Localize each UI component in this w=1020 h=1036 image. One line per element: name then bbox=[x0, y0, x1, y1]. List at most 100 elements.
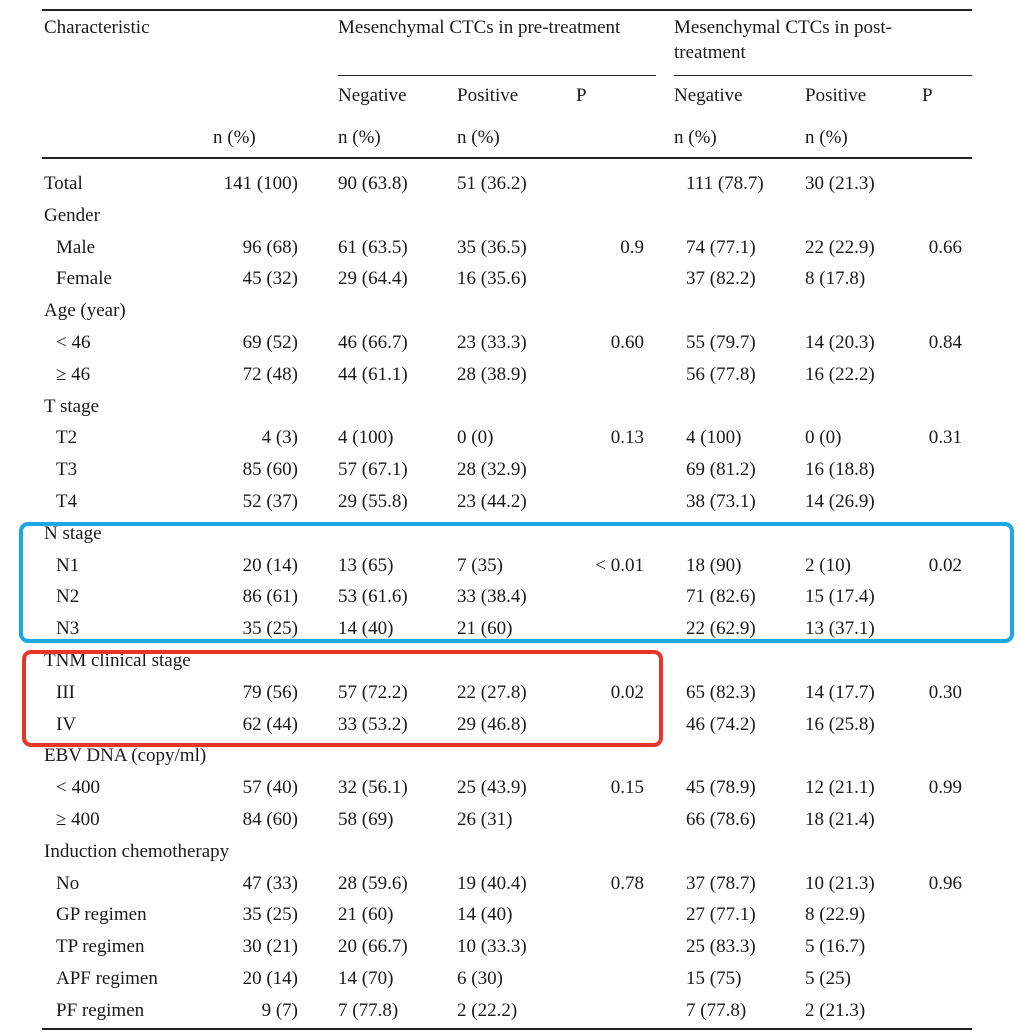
cell-n: 96 (68) bbox=[242, 237, 298, 258]
cell-post-negative: 56 (77.8) bbox=[686, 364, 756, 385]
cell-pre-negative: 57 (72.2) bbox=[338, 682, 408, 703]
row-label: EBV DNA (copy/ml) bbox=[44, 745, 207, 766]
cell-post-negative: 22 (62.9) bbox=[686, 618, 756, 639]
header-post-negative: Negative bbox=[674, 85, 743, 106]
cell-post-positive: 2 (21.3) bbox=[805, 1000, 866, 1021]
row-label: T2 bbox=[56, 427, 78, 448]
cell-post-positive: 12 (21.1) bbox=[805, 777, 875, 798]
pre-group-rule bbox=[338, 75, 656, 76]
cell-pre-positive: 26 (31) bbox=[457, 809, 513, 830]
cell-pre-positive: 16 (35.6) bbox=[457, 268, 527, 289]
header-pre-negative: Negative bbox=[338, 85, 407, 106]
cell-pre-p: 0.15 bbox=[610, 777, 644, 798]
cell-pre-positive: 22 (27.8) bbox=[457, 682, 527, 703]
cell-pre-negative: 13 (65) bbox=[338, 555, 394, 576]
row-label: ≥ 400 bbox=[56, 809, 100, 830]
row-label: < 400 bbox=[56, 777, 100, 798]
cell-pre-p: 0.78 bbox=[610, 873, 644, 894]
cell-post-negative: 4 (100) bbox=[686, 427, 742, 448]
cell-pre-negative: 58 (69) bbox=[338, 809, 394, 830]
row-label: Gender bbox=[44, 205, 100, 226]
cell-post-p: 0.99 bbox=[928, 777, 962, 798]
cell-post-negative: 7 (77.8) bbox=[686, 1000, 747, 1021]
cell-post-positive: 15 (17.4) bbox=[805, 586, 875, 607]
cell-post-positive: 8 (17.8) bbox=[805, 268, 866, 289]
cell-pre-negative: 44 (61.1) bbox=[338, 364, 408, 385]
header-group-pre: Mesenchymal CTCs in pre-treatment bbox=[338, 17, 621, 38]
cell-post-negative: 55 (79.7) bbox=[686, 332, 756, 353]
cell-post-p: 0.31 bbox=[928, 427, 962, 448]
cell-pre-negative: 4 (100) bbox=[338, 427, 394, 448]
row-label: TP regimen bbox=[56, 936, 145, 957]
cell-pre-negative: 21 (60) bbox=[338, 904, 394, 925]
header-n-pct-post-pos: n (%) bbox=[805, 127, 848, 148]
cell-n: 141 (100) bbox=[223, 173, 298, 194]
cell-post-negative: 111 (78.7) bbox=[686, 173, 764, 194]
cell-post-negative: 18 (90) bbox=[686, 555, 742, 576]
row-label: N3 bbox=[56, 618, 80, 639]
header-n-pct-pre-neg: n (%) bbox=[338, 127, 381, 148]
cell-post-p: 0.96 bbox=[928, 873, 962, 894]
row-label: T3 bbox=[56, 459, 78, 480]
cell-post-positive: 18 (21.4) bbox=[805, 809, 875, 830]
cell-post-positive: 16 (22.2) bbox=[805, 364, 875, 385]
cell-pre-positive: 33 (38.4) bbox=[457, 586, 527, 607]
cell-n: 84 (60) bbox=[242, 809, 298, 830]
header-bottom-rule bbox=[42, 157, 972, 159]
cell-pre-positive: 21 (60) bbox=[457, 618, 513, 639]
cell-pre-negative: 29 (55.8) bbox=[338, 491, 408, 512]
cell-post-positive: 5 (25) bbox=[805, 968, 851, 989]
cell-post-negative: 65 (82.3) bbox=[686, 682, 756, 703]
cell-pre-negative: 32 (56.1) bbox=[338, 777, 408, 798]
cell-pre-positive: 0 (0) bbox=[457, 427, 494, 448]
row-label: PF regimen bbox=[56, 1000, 145, 1021]
cell-post-negative: 27 (77.1) bbox=[686, 904, 756, 925]
cell-post-positive: 5 (16.7) bbox=[805, 936, 866, 957]
cell-pre-p: 0.60 bbox=[610, 332, 644, 353]
cell-pre-negative: 33 (53.2) bbox=[338, 714, 408, 735]
cell-pre-p: 0.9 bbox=[620, 237, 644, 258]
header-pre-p: P bbox=[576, 85, 587, 106]
cell-n: 57 (40) bbox=[242, 777, 298, 798]
cell-n: 85 (60) bbox=[242, 459, 298, 480]
cell-pre-positive: 7 (35) bbox=[457, 555, 503, 576]
cell-pre-positive: 29 (46.8) bbox=[457, 714, 527, 735]
row-label: < 46 bbox=[56, 332, 91, 353]
post-group-rule bbox=[674, 75, 972, 76]
cell-post-negative: 46 (74.2) bbox=[686, 714, 756, 735]
cell-n: 69 (52) bbox=[242, 332, 298, 353]
cell-n: 30 (21) bbox=[242, 936, 298, 957]
cell-post-positive: 8 (22.9) bbox=[805, 904, 866, 925]
cell-post-positive: 0 (0) bbox=[805, 427, 842, 448]
cell-post-p: 0.30 bbox=[928, 682, 962, 703]
header-n-pct-pre-pos: n (%) bbox=[457, 127, 500, 148]
row-label: TNM clinical stage bbox=[44, 650, 191, 671]
cell-pre-negative: 90 (63.8) bbox=[338, 173, 408, 194]
cell-pre-p: 0.13 bbox=[610, 427, 644, 448]
cell-pre-p: < 0.01 bbox=[595, 555, 644, 576]
cell-post-negative: 37 (78.7) bbox=[686, 873, 756, 894]
cell-pre-negative: 7 (77.8) bbox=[338, 1000, 399, 1021]
cell-post-negative: 66 (78.6) bbox=[686, 809, 756, 830]
cell-post-positive: 14 (20.3) bbox=[805, 332, 875, 353]
cell-post-p: 0.66 bbox=[928, 237, 962, 258]
cell-pre-negative: 14 (40) bbox=[338, 618, 394, 639]
cell-n: 79 (56) bbox=[242, 682, 298, 703]
cell-pre-positive: 23 (44.2) bbox=[457, 491, 527, 512]
cell-post-negative: 25 (83.3) bbox=[686, 936, 756, 957]
row-label: N1 bbox=[56, 555, 80, 576]
cell-n: 47 (33) bbox=[242, 873, 298, 894]
cell-n: 72 (48) bbox=[242, 364, 298, 385]
row-label: APF regimen bbox=[56, 968, 158, 989]
cell-pre-negative: 28 (59.6) bbox=[338, 873, 408, 894]
cell-n: 35 (25) bbox=[242, 618, 298, 639]
cell-post-positive: 2 (10) bbox=[805, 555, 851, 576]
cell-pre-positive: 2 (22.2) bbox=[457, 1000, 518, 1021]
cell-n: 20 (14) bbox=[242, 555, 298, 576]
cell-pre-positive: 10 (33.3) bbox=[457, 936, 527, 957]
cell-n: 45 (32) bbox=[242, 268, 298, 289]
cell-n: 62 (44) bbox=[242, 714, 298, 735]
cell-pre-positive: 28 (32.9) bbox=[457, 459, 527, 480]
cell-pre-positive: 19 (40.4) bbox=[457, 873, 527, 894]
row-label: Male bbox=[56, 237, 96, 258]
